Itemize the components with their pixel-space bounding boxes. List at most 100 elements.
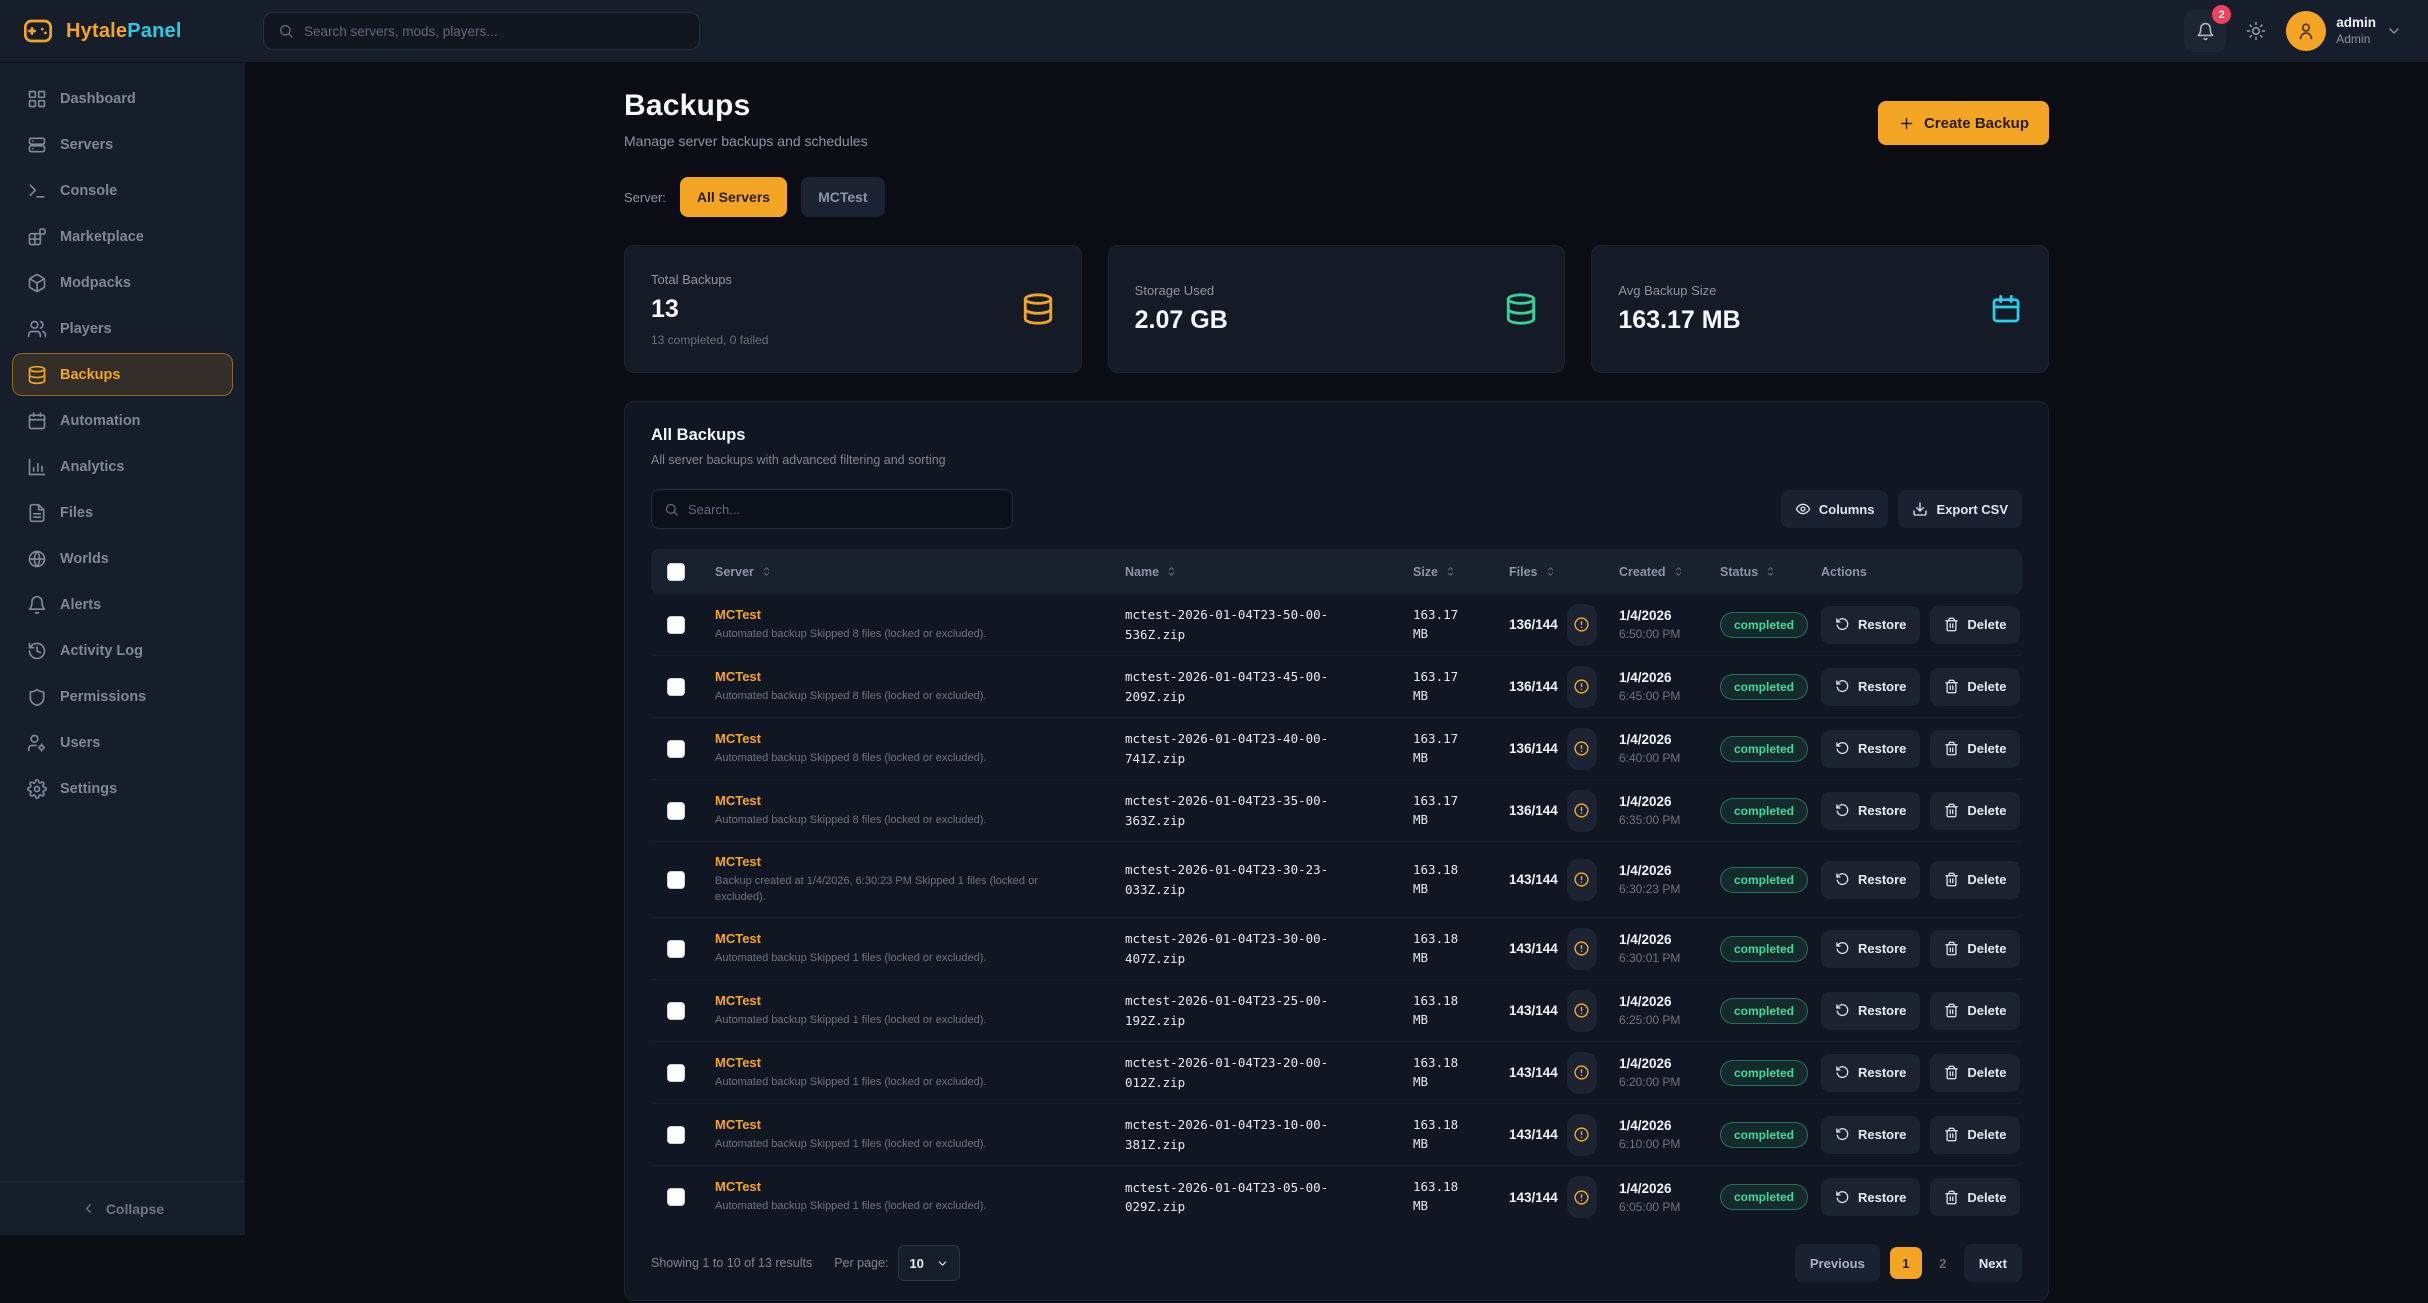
sidebar-collapse-button[interactable]: Collapse [0, 1181, 245, 1235]
page-2-button[interactable]: 2 [1939, 1255, 1947, 1271]
files-warning-button[interactable] [1566, 858, 1597, 901]
delete-button[interactable]: Delete [1930, 791, 2021, 830]
restore-button[interactable]: Restore [1821, 729, 1921, 768]
server-name-link[interactable]: MCTest [715, 606, 761, 622]
sidebar-item-console[interactable]: Console [12, 169, 233, 212]
sidebar-item-alerts[interactable]: Alerts [12, 583, 233, 626]
sidebar-item-automation[interactable]: Automation [12, 399, 233, 442]
export-csv-button[interactable]: Export CSV [1898, 490, 2022, 528]
column-header-server[interactable]: Server [707, 565, 1117, 579]
theme-toggle-button[interactable] [2246, 21, 2266, 41]
delete-button[interactable]: Delete [1930, 605, 2021, 644]
sidebar-item-settings[interactable]: Settings [12, 767, 233, 810]
restore-button[interactable]: Restore [1821, 1053, 1921, 1092]
global-search-input[interactable] [304, 23, 685, 39]
delete-button[interactable]: Delete [1930, 929, 2021, 968]
row-checkbox[interactable] [667, 1188, 685, 1206]
sidebar-item-users[interactable]: Users [12, 721, 233, 764]
row-checkbox[interactable] [667, 615, 685, 634]
row-checkbox[interactable] [667, 939, 685, 958]
table-search[interactable] [651, 489, 1013, 529]
per-page-select[interactable]: 10 [898, 1245, 961, 1281]
column-header-status[interactable]: Status [1712, 565, 1813, 579]
restore-button[interactable]: Restore [1821, 791, 1921, 830]
row-checkbox[interactable] [667, 1001, 685, 1020]
columns-button[interactable]: Columns [1780, 490, 1889, 528]
global-search[interactable] [263, 12, 700, 50]
server-name-link[interactable]: MCTest [715, 1116, 761, 1132]
sidebar-item-label: Modpacks [60, 274, 131, 291]
files-warning-button[interactable] [1566, 665, 1597, 708]
server-name-link[interactable]: MCTest [715, 1054, 761, 1070]
sidebar-item-servers[interactable]: Servers [12, 123, 233, 166]
filter-mctest-button[interactable]: MCTest [801, 177, 885, 217]
sidebar-item-dashboard[interactable]: Dashboard [12, 77, 233, 120]
server-name-link[interactable]: MCTest [715, 853, 761, 869]
notifications-button[interactable]: 2 [2184, 5, 2232, 52]
sidebar-item-permissions[interactable]: Permissions [12, 675, 233, 718]
row-checkbox[interactable] [667, 801, 685, 820]
restore-button[interactable]: Restore [1821, 1178, 1921, 1216]
previous-page-button[interactable]: Previous [1794, 1244, 1880, 1282]
files-warning-button[interactable] [1566, 1113, 1597, 1156]
page-1-button[interactable]: 1 [1889, 1247, 1922, 1279]
restore-button[interactable]: Restore [1821, 605, 1921, 644]
user-menu[interactable]: admin Admin [2286, 11, 2402, 51]
create-backup-button[interactable]: Create Backup [1877, 101, 2049, 145]
sidebar-item-analytics[interactable]: Analytics [12, 445, 233, 488]
delete-button[interactable]: Delete [1930, 860, 2021, 899]
server-name-link[interactable]: MCTest [715, 1179, 761, 1195]
backups-icon [28, 365, 46, 384]
server-name-link[interactable]: MCTest [715, 930, 761, 946]
row-checkbox[interactable] [667, 739, 685, 758]
restore-button[interactable]: Restore [1821, 991, 1921, 1030]
users-icon [27, 734, 46, 752]
files-warning-button[interactable] [1566, 603, 1597, 646]
server-name-link[interactable]: MCTest [715, 992, 761, 1008]
delete-button[interactable]: Delete [1930, 1178, 2021, 1216]
delete-button[interactable]: Delete [1930, 1115, 2021, 1154]
row-checkbox[interactable] [667, 1125, 685, 1144]
sidebar-item-players[interactable]: Players [12, 307, 233, 350]
sidebar-item-marketplace[interactable]: Marketplace [12, 215, 233, 258]
restore-button[interactable]: Restore [1821, 929, 1921, 968]
delete-button[interactable]: Delete [1930, 729, 2021, 768]
restore-button[interactable]: Restore [1821, 667, 1921, 706]
select-all-checkbox[interactable] [667, 562, 685, 581]
sidebar-item-backups[interactable]: Backups [12, 353, 233, 396]
next-page-button[interactable]: Next [1963, 1244, 2022, 1282]
row-checkbox[interactable] [667, 677, 685, 696]
column-header-name[interactable]: Name [1117, 565, 1405, 579]
sidebar-item-files[interactable]: Files [12, 491, 233, 534]
restore-button[interactable]: Restore [1821, 860, 1921, 899]
files-warning-button[interactable] [1566, 789, 1597, 832]
files-warning-button[interactable] [1566, 1051, 1597, 1094]
row-checkbox[interactable] [667, 1063, 685, 1082]
column-header-files[interactable]: Files [1501, 565, 1611, 579]
sidebar-item-modpacks[interactable]: Modpacks [12, 261, 233, 304]
row-checkbox[interactable] [667, 870, 685, 889]
sidebar-item-worlds[interactable]: Worlds [12, 537, 233, 580]
server-name-link[interactable]: MCTest [715, 792, 761, 808]
restore-icon [1836, 873, 1849, 886]
files-warning-button[interactable] [1566, 989, 1597, 1032]
sidebar-item-activity-log[interactable]: Activity Log [12, 629, 233, 672]
column-header-created[interactable]: Created [1611, 565, 1712, 579]
stat-value: 2.07 GB [1134, 306, 1228, 334]
delete-button[interactable]: Delete [1930, 667, 2021, 706]
table-search-input[interactable] [688, 501, 1000, 517]
server-name-link[interactable]: MCTest [715, 730, 761, 746]
restore-icon [1836, 618, 1849, 631]
files-warning-button[interactable] [1566, 1176, 1597, 1218]
files-warning-button[interactable] [1566, 927, 1597, 970]
delete-button[interactable]: Delete [1930, 1053, 2021, 1092]
server-name-link[interactable]: MCTest [715, 668, 761, 684]
bell-icon [2197, 22, 2214, 40]
app-logo[interactable]: HytalePanel [0, 15, 245, 47]
filter-all-servers-button[interactable]: All Servers [679, 177, 788, 217]
restore-button[interactable]: Restore [1821, 1115, 1921, 1154]
files-warning-button[interactable] [1566, 727, 1597, 770]
column-header-size[interactable]: Size [1405, 565, 1501, 579]
table-row: MCTest Automated backup Skipped 1 files … [651, 1166, 2022, 1228]
delete-button[interactable]: Delete [1930, 991, 2021, 1030]
